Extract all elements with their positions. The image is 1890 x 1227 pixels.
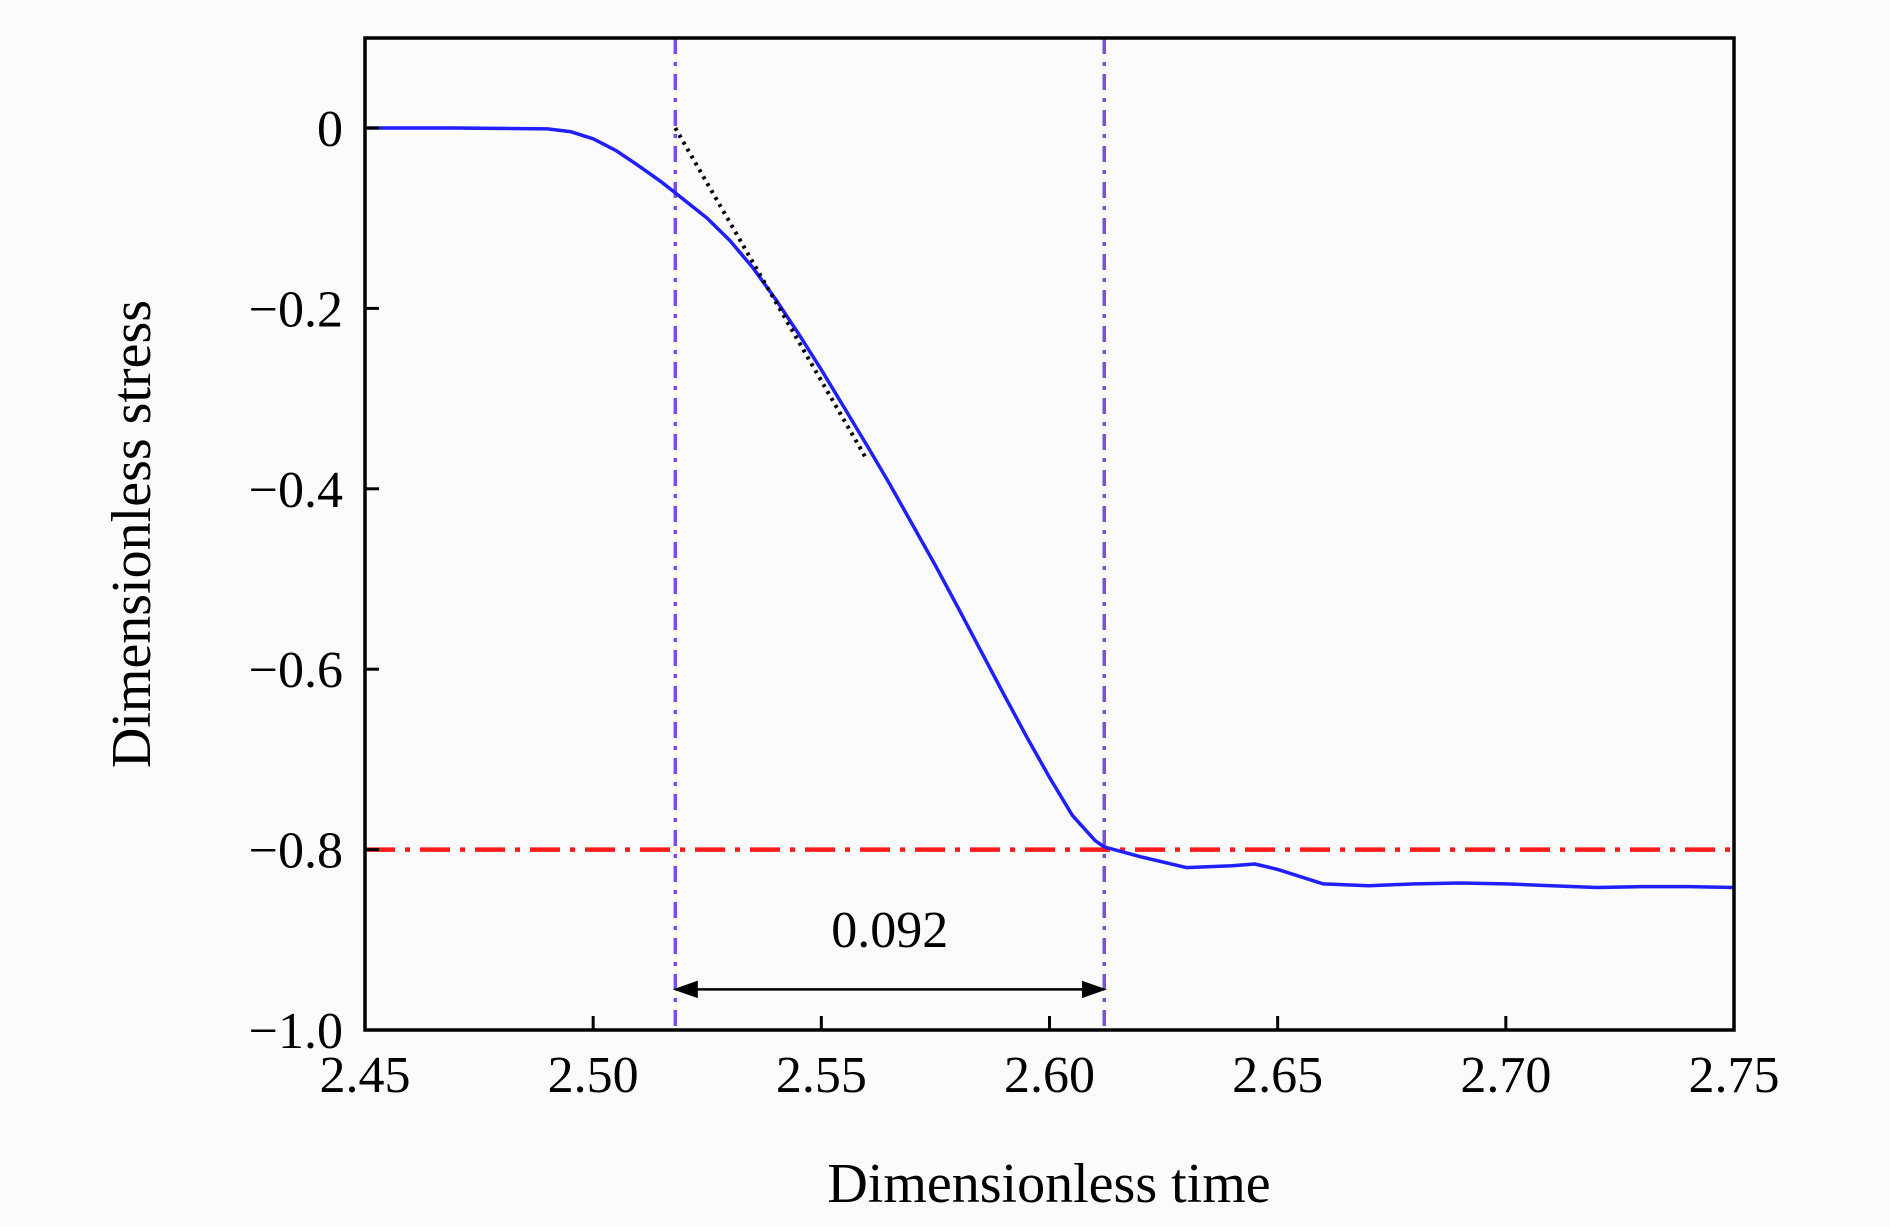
y-axis-label: Dimensionless stress	[101, 300, 163, 768]
x-tick-label: 2.55	[776, 1047, 867, 1104]
plot-frame	[363, 36, 1736, 1032]
y-tick-label: −0.8	[249, 823, 343, 880]
y-tick-label: −0.6	[249, 642, 343, 699]
x-tick-label: 2.60	[1004, 1047, 1095, 1104]
stress-curve	[365, 126, 1735, 890]
y-tick-label: −0.2	[249, 281, 343, 338]
y-tick-label: −1.0	[249, 1003, 343, 1060]
interval-label: 0.092	[831, 902, 948, 959]
x-tick-label: 2.75	[1689, 1047, 1780, 1104]
x-tick-label: 2.70	[1460, 1047, 1551, 1104]
y-tick-label: −0.4	[249, 462, 343, 519]
x-tick-label: 2.65	[1232, 1047, 1323, 1104]
x-tick-label: 2.45	[320, 1047, 411, 1104]
x-tick-label: 2.50	[548, 1047, 639, 1104]
x-axis-label: Dimensionless time	[827, 1153, 1270, 1215]
y-tick-label: 0	[317, 101, 343, 158]
